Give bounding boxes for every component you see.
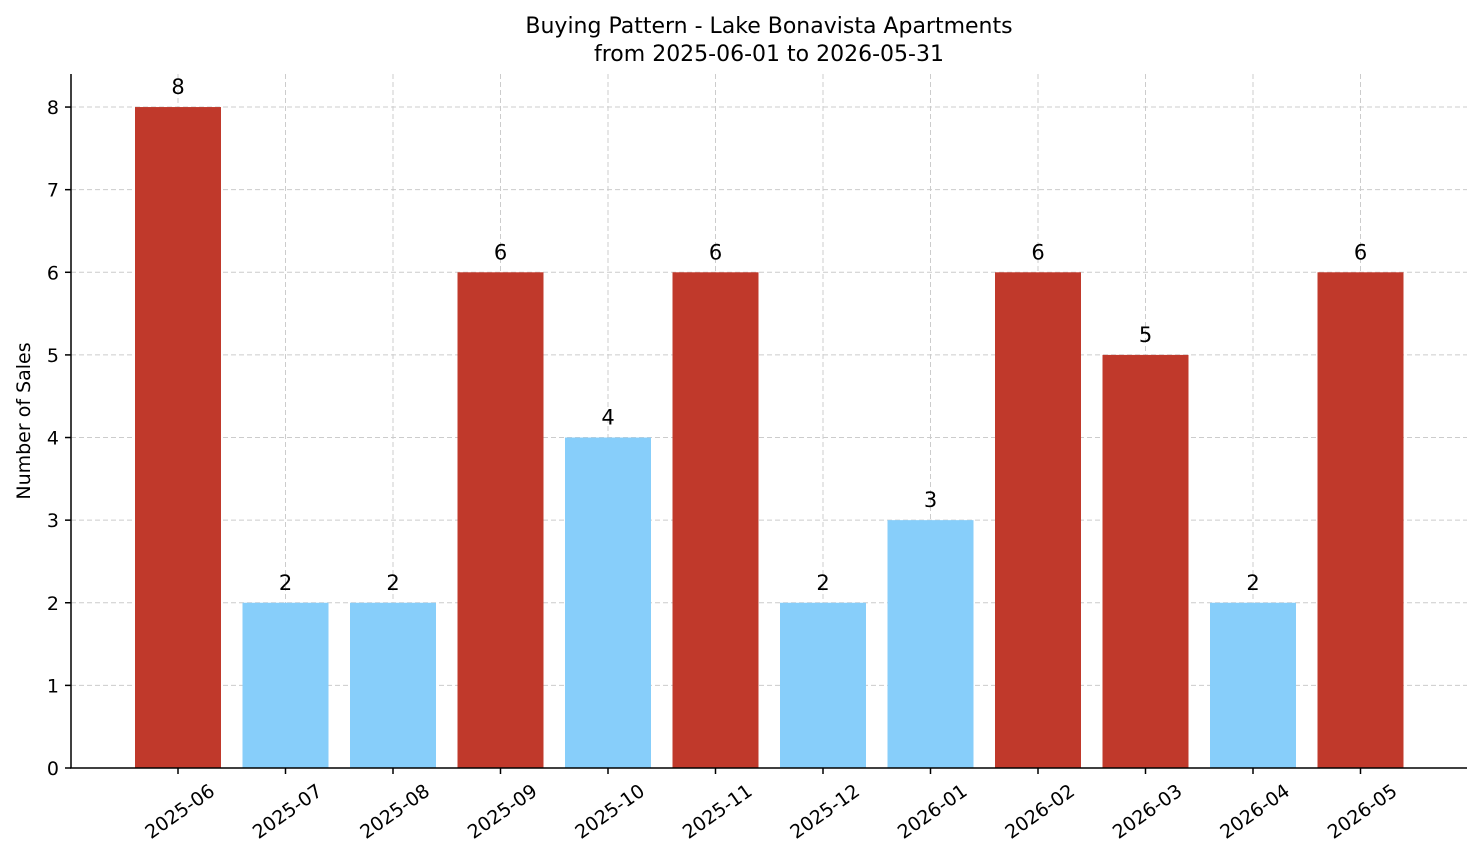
- x-tick-label: 2025-08: [356, 780, 434, 844]
- x-tick-label: 2025-06: [141, 780, 219, 844]
- y-tick-label: 1: [47, 675, 59, 697]
- bar-value-label: 6: [494, 240, 507, 264]
- x-tick-label: 2025-11: [679, 780, 757, 844]
- bar-2025-07: [242, 602, 329, 768]
- x-tick-label: 2026-03: [1109, 780, 1187, 844]
- bar-2025-08: [350, 602, 436, 768]
- bar-2026-01: [887, 520, 974, 768]
- bar-value-label: 5: [1139, 323, 1152, 347]
- bar-value-labels: 8 2 2 6 4 6 2 3 6 5 2 6: [171, 75, 1367, 595]
- bar-value-label: 2: [386, 571, 399, 595]
- bar-2026-05: [1317, 272, 1404, 768]
- bar-2025-10: [565, 437, 651, 768]
- bar-value-label: 2: [816, 571, 829, 595]
- y-tick-label: 4: [47, 428, 59, 450]
- x-tick-label: 2025-10: [571, 780, 649, 844]
- y-ticks: 0 1 2 3 4 5 6 7 8: [47, 97, 71, 780]
- y-tick-label: 2: [47, 593, 59, 615]
- y-tick-label: 7: [47, 180, 59, 202]
- x-tick-label: 2025-07: [249, 780, 327, 844]
- y-tick-label: 5: [47, 345, 59, 367]
- bar-value-label: 6: [1354, 240, 1367, 264]
- bar-value-label: 3: [924, 488, 937, 512]
- bar-2026-02: [995, 272, 1081, 768]
- bar-2025-09: [457, 272, 544, 768]
- bar-value-label: 4: [601, 406, 614, 430]
- x-tick-label: 2026-01: [894, 780, 972, 844]
- y-tick-label: 6: [47, 262, 59, 284]
- bars: [135, 107, 1404, 769]
- x-tick-label: 2025-12: [786, 780, 864, 844]
- bar-value-label: 6: [709, 240, 722, 264]
- bar-2025-06: [135, 107, 221, 769]
- y-tick-label: 3: [47, 510, 59, 532]
- y-axis-label: Number of Sales: [13, 342, 35, 499]
- bar-value-label: 2: [279, 571, 292, 595]
- bar-value-label: 2: [1246, 571, 1259, 595]
- bar-2025-11: [672, 272, 759, 768]
- y-tick-label: 8: [47, 97, 59, 119]
- x-tick-label: 2026-02: [1001, 780, 1079, 844]
- bar-2026-03: [1102, 354, 1189, 768]
- x-ticks: 2025-06 2025-07 2025-08 2025-09 2025-10 2025-…: [141, 768, 1401, 844]
- bar-2025-12: [780, 602, 866, 768]
- bar-2026-04: [1210, 602, 1296, 768]
- x-tick-label: 2026-05: [1324, 780, 1402, 844]
- x-tick-label: 2025-09: [464, 780, 542, 844]
- chart-title-group: Buying Pattern - Lake Bonavista Apartmen…: [525, 14, 1012, 67]
- bar-value-label: 8: [171, 75, 184, 99]
- chart-subtitle: from 2025-06-01 to 2026-05-31: [594, 42, 944, 67]
- x-tick-label: 2026-04: [1216, 780, 1294, 844]
- y-tick-label: 0: [47, 758, 59, 780]
- chart-title: Buying Pattern - Lake Bonavista Apartmen…: [525, 14, 1012, 39]
- bar-value-label: 6: [1031, 240, 1044, 264]
